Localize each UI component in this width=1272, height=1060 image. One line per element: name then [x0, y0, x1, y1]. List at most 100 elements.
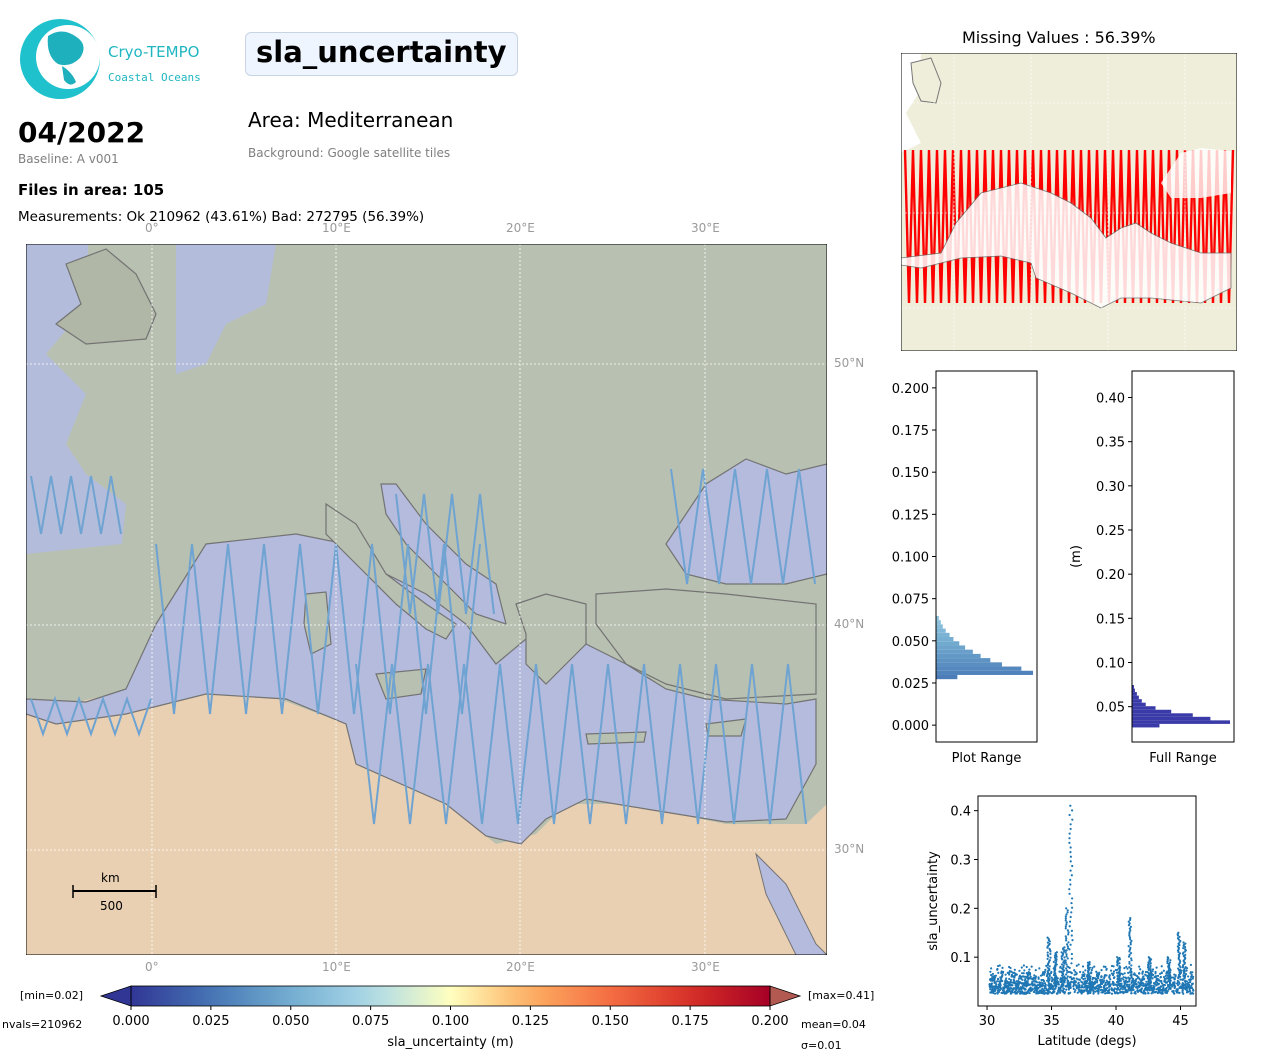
- scatter-point: [1129, 952, 1133, 955]
- scatter-point: [1059, 980, 1062, 984]
- scatter-point: [1073, 969, 1076, 972]
- scatter-point: [1091, 966, 1094, 969]
- scatter-point: [996, 977, 1000, 980]
- colorbar-max-label: [max=0.41]: [808, 989, 874, 1002]
- scatter-point: [1116, 974, 1120, 978]
- scatter-point: [1165, 989, 1168, 993]
- scatter-point: [1049, 952, 1052, 956]
- scatter-point: [1015, 973, 1018, 976]
- colorbar-sigma: σ=0.01: [801, 1039, 842, 1052]
- map-lon-label-top: 10°E: [322, 221, 351, 235]
- scatter-point: [1150, 984, 1153, 987]
- histogram-bar: [1132, 702, 1146, 707]
- scatter-point: [1063, 980, 1066, 983]
- scatter-point: [1019, 986, 1022, 989]
- scatter-point: [1142, 978, 1145, 981]
- scatter-point: [1041, 973, 1044, 977]
- scatter-point: [1166, 956, 1169, 959]
- scatter-point: [1145, 974, 1148, 977]
- scatter-point: [1046, 957, 1049, 961]
- scatter-point: [1128, 989, 1131, 992]
- scatter-point: [1109, 978, 1112, 981]
- scatter-point: [1098, 986, 1101, 989]
- histogram-frame: [1131, 370, 1235, 743]
- scatter-point: [1042, 992, 1046, 995]
- scatter-point: [1124, 979, 1127, 983]
- scatter-point: [1164, 974, 1167, 978]
- scatter-point: [1170, 976, 1173, 979]
- scatter-point: [1181, 987, 1184, 990]
- scatter-point: [1104, 983, 1107, 986]
- map-lon-label-top: 20°E: [506, 221, 535, 235]
- track-line: [395, 493, 495, 615]
- scatter-point: [1035, 989, 1038, 992]
- scalebar-unit: km: [101, 871, 120, 885]
- missing-map-uk: [910, 57, 942, 104]
- scalebar: [72, 885, 157, 898]
- scatter-point: [1136, 989, 1139, 992]
- scatter-point: [1120, 982, 1123, 985]
- scatter-point: [1050, 970, 1053, 974]
- scatter-point: [1034, 975, 1038, 978]
- scatter-point: [1138, 982, 1141, 985]
- scatter-point: [1045, 975, 1049, 978]
- scatter-point: [1001, 973, 1004, 977]
- scatter-point: [1120, 984, 1123, 987]
- scatter-point: [1074, 970, 1077, 973]
- scatter-point: [1064, 973, 1068, 976]
- scatter-point: [1176, 937, 1180, 940]
- logo-subtitle: Coastal Oceans: [108, 71, 201, 84]
- scatter-point: [1181, 981, 1184, 985]
- scatter-point: [1063, 978, 1066, 981]
- scatter-point: [1059, 988, 1062, 991]
- scatter-point: [1119, 987, 1123, 990]
- scatter-point: [1029, 989, 1032, 993]
- date-title: 04/2022: [18, 116, 146, 149]
- scatter-xtick-label: 40: [1108, 1014, 1125, 1029]
- scatter-point: [1130, 939, 1133, 942]
- scatter-point: [1004, 982, 1008, 985]
- scatter-point: [1032, 990, 1036, 994]
- histogram-bar: [936, 641, 960, 646]
- scatter-point: [1127, 971, 1130, 974]
- scatter-point: [1182, 951, 1185, 954]
- scatter-point: [1064, 935, 1067, 938]
- scatter-point: [1173, 986, 1176, 989]
- scatter-ytick-label: 0.3: [950, 853, 971, 868]
- satellite-tracks: [30, 468, 816, 825]
- scatter-point: [1111, 989, 1115, 992]
- scatter-point: [1065, 937, 1068, 940]
- scatter-point: [1065, 985, 1068, 988]
- scatter-point: [999, 987, 1002, 990]
- scatter-point: [1110, 992, 1114, 995]
- scatter-point: [1002, 987, 1005, 990]
- scatter-point: [997, 983, 1001, 986]
- scatter-point: [1001, 991, 1004, 994]
- baseline-label: Baseline: A v001: [18, 152, 119, 166]
- scatter-point: [1064, 961, 1067, 964]
- scatter-point: [1064, 917, 1067, 920]
- scatter-point: [1131, 985, 1134, 989]
- scatter-ytick-label: 0.2: [950, 902, 971, 917]
- scatter-point: [1178, 952, 1182, 955]
- scatter-point: [1070, 901, 1073, 905]
- colorbar-tick-label: 0.150: [592, 1014, 629, 1029]
- scatter-point: [1005, 977, 1008, 980]
- colorbar-tick-label: 0.100: [432, 1014, 469, 1029]
- scatter-point: [1145, 980, 1148, 983]
- scatter-point: [1087, 982, 1090, 985]
- scatter-point: [1065, 943, 1069, 946]
- scatter-point: [1134, 986, 1138, 989]
- scatter-point: [1070, 957, 1074, 960]
- scatter-point: [1185, 991, 1189, 994]
- histogram-bar: [936, 632, 950, 638]
- scatter-point: [1046, 966, 1049, 969]
- scatter-point: [1082, 971, 1085, 974]
- scatter-point: [1091, 976, 1095, 980]
- scatter-point: [1070, 874, 1073, 877]
- scatter-point: [1061, 982, 1064, 985]
- scatter-point: [1129, 943, 1132, 946]
- scatter-point: [1065, 949, 1068, 952]
- scatter-point: [1053, 956, 1057, 959]
- histogram-bar: [1132, 685, 1134, 689]
